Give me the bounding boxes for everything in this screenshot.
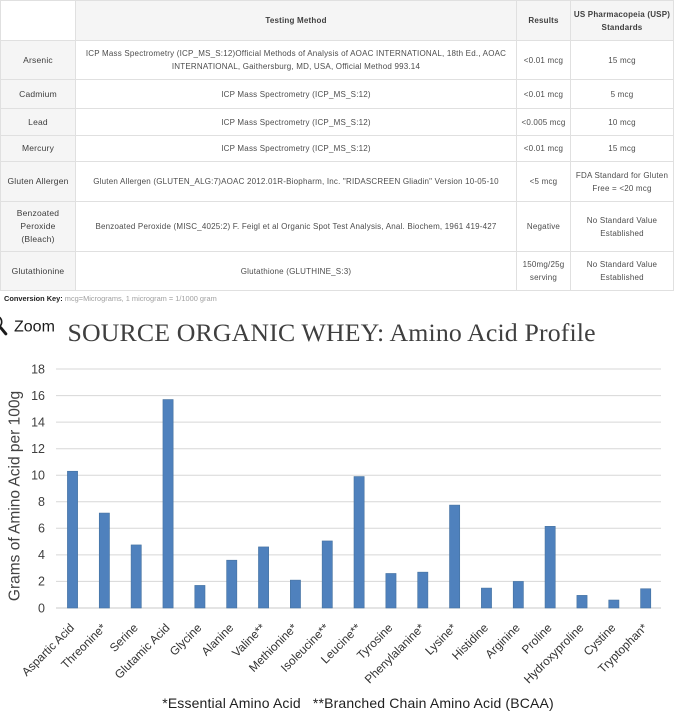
svg-text:SOURCE ORGANIC WHEY: Amino Aci: SOURCE ORGANIC WHEY: Amino Acid Profile [67, 318, 595, 347]
svg-text:0: 0 [38, 601, 45, 615]
svg-text:2: 2 [38, 575, 45, 589]
svg-text:Glycine: Glycine [167, 620, 205, 658]
svg-text:*Essential Amino Acid **Bran: *Essential Amino Acid **Branched Chain A… [162, 695, 554, 711]
svg-text:Arginine: Arginine [482, 620, 523, 661]
svg-text:16: 16 [31, 389, 45, 403]
svg-text:Zoom: Zoom [14, 319, 55, 336]
svg-text:12: 12 [31, 442, 45, 456]
svg-text:10: 10 [31, 469, 45, 483]
svg-text:4: 4 [38, 548, 45, 562]
svg-text:14: 14 [31, 415, 45, 429]
svg-text:18: 18 [31, 362, 45, 376]
svg-text:6: 6 [38, 522, 45, 536]
svg-text:Histidine: Histidine [449, 620, 491, 662]
svg-text:8: 8 [38, 495, 45, 509]
svg-text:Grams of Amino Acid per 100g: Grams of Amino Acid per 100g [7, 391, 24, 601]
